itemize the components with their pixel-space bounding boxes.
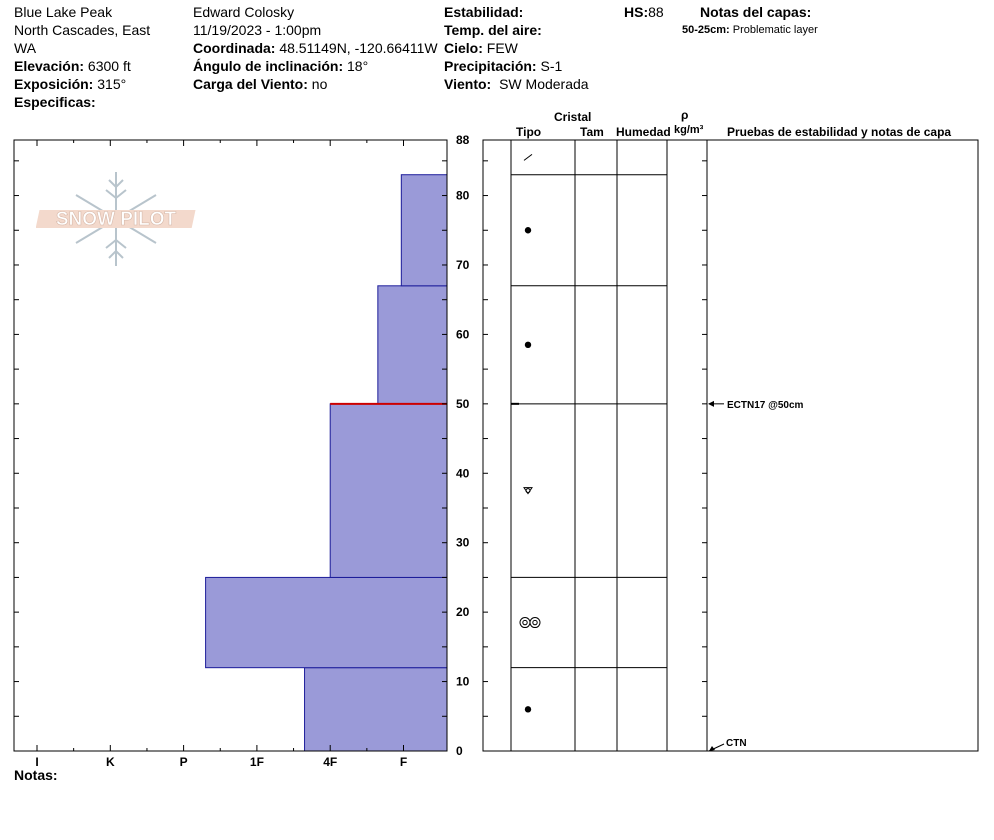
incline-value: 18°	[347, 58, 369, 74]
sky-label: Cielo:	[444, 40, 483, 56]
observation-datetime: 11/19/2023 - 1:00pm	[193, 22, 322, 38]
layer-note-range: 50-25cm:	[682, 24, 730, 36]
wind-value: SW Moderada	[499, 76, 589, 92]
wind-label: Viento:	[444, 76, 492, 92]
hardness-tick-label: 4F	[323, 755, 337, 769]
depth-tick-label: 30	[456, 536, 470, 550]
layer-note: 50-25cm: Problematic layer	[682, 24, 818, 37]
depth-tick-label: 10	[456, 675, 470, 689]
location-name: Blue Lake Peak	[14, 4, 113, 20]
rounds-grain-symbol	[524, 227, 532, 234]
precip-label: Precipitación:	[444, 58, 537, 74]
depth-tick-label: 60	[456, 327, 470, 341]
hardness-bar	[304, 667, 448, 752]
hardness-tick-label: P	[180, 755, 188, 769]
elevation-value: 6300 ft	[87, 58, 131, 74]
hardness-tick-label: F	[400, 755, 407, 769]
stability-test-label: CTN	[726, 738, 747, 749]
density-unit-header: kg/m³	[674, 124, 704, 136]
stability-test-label: ECTN17 @50cm	[727, 400, 804, 411]
sky-value: FEW	[486, 40, 518, 56]
incline: Ángulo de inclinación: 18°	[193, 58, 368, 74]
coordinates: Coordinada: 48.51149N, -120.66411W	[193, 40, 438, 56]
crystal-header: Cristal	[554, 110, 592, 124]
precip-value: S-1	[540, 58, 563, 74]
incline-label: Ángulo de inclinación:	[193, 58, 344, 74]
depth-tick-label: 20	[456, 605, 470, 619]
faceted-rounded-grain-symbol	[525, 488, 531, 494]
precipitation: Precipitación: S-1	[444, 58, 562, 74]
depth-tick-label: 50	[456, 397, 470, 411]
snow-height: HS:88	[624, 4, 664, 20]
elevation: Elevación: 6300 ft	[14, 58, 131, 74]
precip-grain-symbol	[523, 153, 533, 161]
observer-name: Edward Colosky	[193, 4, 295, 20]
notes-label: Notas:	[14, 767, 58, 783]
hardness-bar	[400, 174, 448, 287]
depth-tick-label: 80	[456, 189, 470, 203]
crystal-table-frame	[482, 139, 979, 752]
hardness-bar	[377, 285, 448, 405]
aspect: Exposición: 315°	[14, 76, 126, 92]
layer-note-text: Problematic layer	[732, 24, 818, 36]
wind: Viento: SW Moderada	[444, 76, 589, 92]
hardness-tick-label: K	[106, 755, 115, 769]
hs-value: 88	[648, 4, 664, 20]
sky: Cielo: FEW	[444, 40, 518, 56]
hardness-bar	[205, 576, 448, 669]
location-region: North Cascades, East	[14, 22, 151, 38]
melt-freeze-grain-symbol	[519, 617, 531, 629]
wind-load: Carga del Viento: no	[193, 76, 327, 92]
layer-notes-label: Notas del capas:	[700, 4, 812, 20]
air-temp-label: Temp. del aire:	[444, 22, 542, 38]
coordinates-value: 48.51149N, -120.66411W	[279, 40, 438, 56]
depth-tick-label: 0	[456, 744, 463, 758]
type-header: Tipo	[516, 125, 542, 139]
wind-load-label: Carga del Viento:	[193, 76, 308, 92]
stability-notes-header: Pruebas de estabilidad y notas de capa	[727, 125, 952, 139]
aspect-value: 315°	[97, 76, 127, 92]
rounds-grain-symbol	[524, 706, 532, 713]
hardness-tick-label: I	[35, 755, 38, 769]
aspect-label: Exposición:	[14, 76, 94, 92]
melt-freeze-grain-symbol	[529, 617, 541, 629]
test-arrow-head	[708, 400, 714, 407]
hs-label: HS:	[624, 4, 649, 20]
depth-tick-label: 40	[456, 466, 470, 480]
stability-label: Estabilidad:	[444, 4, 524, 20]
depth-tick-label: 70	[456, 258, 470, 272]
rho-header: ρ	[681, 108, 689, 122]
melt-freeze-grain-symbol	[532, 619, 538, 626]
snow-pilot-logo: SNOW PILOT	[35, 170, 196, 268]
rounds-grain-symbol	[524, 341, 532, 349]
elevation-label: Elevación:	[14, 58, 85, 74]
wind-load-value: no	[311, 76, 328, 92]
specifics-label: Especificas:	[14, 94, 96, 110]
hardness-tick-label: 1F	[250, 755, 264, 769]
size-header: Tam	[580, 125, 604, 139]
test-arrow-head	[709, 746, 715, 751]
depth-tick-label: 88	[456, 133, 470, 147]
snowflake-icon: SNOW PILOT	[35, 172, 196, 266]
logo-text: SNOW PILOT	[56, 209, 177, 230]
melt-freeze-grain-symbol	[522, 619, 528, 626]
moisture-header: Humedad	[616, 125, 671, 139]
hardness-frame	[13, 139, 448, 752]
hardness-bar	[329, 403, 448, 578]
location-state: WA	[14, 40, 37, 56]
coordinates-label: Coordinada:	[193, 40, 276, 56]
